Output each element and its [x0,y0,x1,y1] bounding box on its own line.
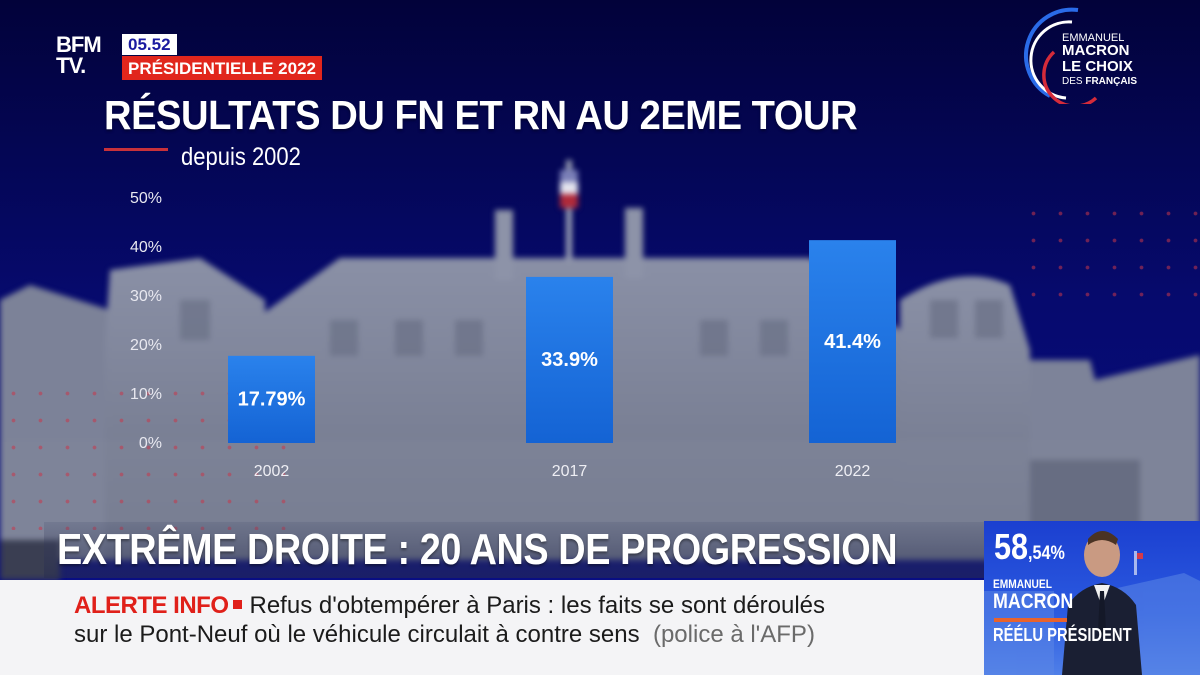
chart-subtitle: depuis 2002 [181,143,301,171]
bar-value-label: 33.9% [541,349,598,371]
y-tick-label: 50% [130,190,162,207]
channel-logo: BFM TV. [56,34,118,82]
badge-slogan-sub-b: FRANÇAIS [1085,76,1138,87]
alert-text-1: Refus d'obtempérer à Paris : les faits s… [249,592,826,619]
subtitle-accent-line [104,148,168,151]
ticker-line-1: ALERTE INFO Refus d'obtempérer à Paris : … [74,592,825,620]
campaign-badge: EMMANUEL MACRON LE CHOIX DES FRANÇAIS [1020,4,1150,104]
headline-band [44,522,984,578]
badge-slogan-sub-a: DES [1062,76,1086,87]
alert-source: (police à l'AFP) [652,621,815,648]
alert-text-2: sur le Pont-Neuf où le véhicule circulai… [74,621,640,648]
accent-bar [994,618,1067,622]
winner-first-name: EMMANUEL [993,577,1052,591]
y-axis: 0% 10% 20% 30% 40% 50% [130,190,162,452]
arc-logo-icon [1024,7,1098,104]
y-tick-label: 10% [130,386,162,403]
badge-first-name: EMMANUEL [1062,32,1125,44]
y-tick-label: 20% [130,337,162,354]
x-tick-label: 2002 [254,463,290,480]
result-percentage: 58,54% [994,527,1065,574]
result-percentage-int: 58 [994,526,1029,567]
bars: 17.79% 33.9% 41.4% [228,240,896,443]
headline: EXTRÊME DROITE : 20 ANS DE PROGRESSION [57,525,898,574]
logo-line2: TV. [56,53,86,78]
bar-2017 [526,276,613,443]
bar-value-label: 41.4% [824,331,881,353]
event-tag: PRÉSIDENTIELLE 2022 [122,56,323,80]
bar-2002 [228,355,315,443]
badge-last-name: MACRON [1062,42,1130,59]
x-tick-label: 2017 [552,463,588,480]
x-tick-label: 2022 [835,463,871,480]
winner-status: RÉÉLU PRÉSIDENT [993,625,1132,645]
winner-last-name: MACRON [993,590,1074,613]
clock-display: 05.52 [122,34,177,55]
x-axis: 2002 2017 2022 [254,463,871,480]
y-tick-label: 40% [130,239,162,256]
alert-label: ALERTE INFO [74,592,229,619]
ticker-line-2: sur le Pont-Neuf où le véhicule circulai… [74,621,815,649]
y-tick-label: 30% [130,288,162,305]
y-tick-label: 0% [139,435,162,452]
election-result-insert: 58,54% EMMANUEL MACRON RÉÉLU PRÉSIDENT [984,521,1200,675]
alert-separator-icon [232,600,242,610]
badge-slogan: LE CHOIX [1062,58,1133,75]
chart-title: RÉSULTATS DU FN ET RN AU 2EME TOUR [104,92,858,138]
news-ticker [0,580,984,675]
decorative-dots-right [1020,200,1200,300]
bar-value-label: 17.79% [238,389,306,411]
result-percentage-dec: ,54% [1028,543,1065,564]
bar-2022 [809,240,896,443]
badge-slogan-sub: DES FRANÇAIS [1062,75,1137,89]
insert-background-image [984,531,1200,675]
logo-line1: BFM [56,32,102,57]
